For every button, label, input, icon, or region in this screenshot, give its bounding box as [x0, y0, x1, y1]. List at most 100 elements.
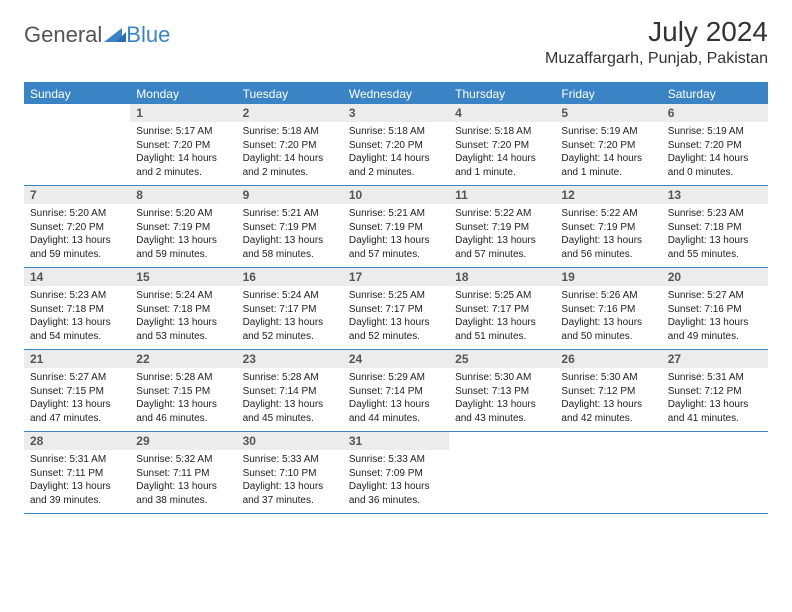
daylight-text: Daylight: 13 hours and 50 minutes.: [561, 316, 655, 343]
day-details: Sunrise: 5:32 AMSunset: 7:11 PMDaylight:…: [130, 450, 236, 513]
sunset-text: Sunset: 7:18 PM: [30, 303, 124, 317]
calendar-day: 30Sunrise: 5:33 AMSunset: 7:10 PMDayligh…: [237, 432, 343, 513]
calendar-week: 14Sunrise: 5:23 AMSunset: 7:18 PMDayligh…: [24, 268, 768, 350]
sunrise-text: Sunrise: 5:29 AM: [349, 371, 443, 385]
sunset-text: Sunset: 7:19 PM: [561, 221, 655, 235]
sunset-text: Sunset: 7:12 PM: [561, 385, 655, 399]
daylight-text: Daylight: 14 hours and 2 minutes.: [349, 152, 443, 179]
sunrise-text: Sunrise: 5:25 AM: [455, 289, 549, 303]
sunrise-text: Sunrise: 5:25 AM: [349, 289, 443, 303]
sunrise-text: Sunrise: 5:18 AM: [243, 125, 337, 139]
sunrise-text: Sunrise: 5:21 AM: [349, 207, 443, 221]
day-number: 23: [237, 350, 343, 368]
calendar-day: 6Sunrise: 5:19 AMSunset: 7:20 PMDaylight…: [662, 104, 768, 185]
calendar-weekday-header: Sunday Monday Tuesday Wednesday Thursday…: [24, 84, 768, 104]
calendar-day: 2Sunrise: 5:18 AMSunset: 7:20 PMDaylight…: [237, 104, 343, 185]
location-label: Muzaffargarh, Punjab, Pakistan: [545, 50, 768, 68]
sunrise-text: Sunrise: 5:28 AM: [243, 371, 337, 385]
day-number: 13: [662, 186, 768, 204]
day-number: 24: [343, 350, 449, 368]
sunset-text: Sunset: 7:20 PM: [136, 139, 230, 153]
day-details: Sunrise: 5:20 AMSunset: 7:19 PMDaylight:…: [130, 204, 236, 267]
day-details: [662, 450, 768, 508]
sunrise-text: Sunrise: 5:19 AM: [668, 125, 762, 139]
calendar-day: 24Sunrise: 5:29 AMSunset: 7:14 PMDayligh…: [343, 350, 449, 431]
daylight-text: Daylight: 13 hours and 44 minutes.: [349, 398, 443, 425]
day-number: 6: [662, 104, 768, 122]
weekday-label: Monday: [130, 84, 236, 104]
day-details: Sunrise: 5:21 AMSunset: 7:19 PMDaylight:…: [343, 204, 449, 267]
weeks-container: 1Sunrise: 5:17 AMSunset: 7:20 PMDaylight…: [24, 104, 768, 514]
daylight-text: Daylight: 13 hours and 52 minutes.: [243, 316, 337, 343]
daylight-text: Daylight: 13 hours and 59 minutes.: [136, 234, 230, 261]
sunset-text: Sunset: 7:11 PM: [136, 467, 230, 481]
sunrise-text: Sunrise: 5:26 AM: [561, 289, 655, 303]
day-details: [449, 450, 555, 508]
sunset-text: Sunset: 7:20 PM: [30, 221, 124, 235]
daylight-text: Daylight: 13 hours and 45 minutes.: [243, 398, 337, 425]
day-details: Sunrise: 5:27 AMSunset: 7:15 PMDaylight:…: [24, 368, 130, 431]
day-details: [555, 450, 661, 508]
sunset-text: Sunset: 7:16 PM: [561, 303, 655, 317]
day-number: 2: [237, 104, 343, 122]
page-header: General Blue July 2024 Muzaffargarh, Pun…: [24, 16, 768, 68]
weekday-label: Saturday: [662, 84, 768, 104]
day-details: Sunrise: 5:21 AMSunset: 7:19 PMDaylight:…: [237, 204, 343, 267]
day-details: Sunrise: 5:24 AMSunset: 7:18 PMDaylight:…: [130, 286, 236, 349]
day-details: Sunrise: 5:22 AMSunset: 7:19 PMDaylight:…: [449, 204, 555, 267]
day-number: 1: [130, 104, 236, 122]
sunset-text: Sunset: 7:12 PM: [668, 385, 762, 399]
day-details: Sunrise: 5:31 AMSunset: 7:11 PMDaylight:…: [24, 450, 130, 513]
daylight-text: Daylight: 14 hours and 1 minute.: [561, 152, 655, 179]
calendar-day: 10Sunrise: 5:21 AMSunset: 7:19 PMDayligh…: [343, 186, 449, 267]
daylight-text: Daylight: 13 hours and 38 minutes.: [136, 480, 230, 507]
calendar-day: 23Sunrise: 5:28 AMSunset: 7:14 PMDayligh…: [237, 350, 343, 431]
day-number: 21: [24, 350, 130, 368]
sunrise-text: Sunrise: 5:20 AM: [136, 207, 230, 221]
day-details: Sunrise: 5:28 AMSunset: 7:14 PMDaylight:…: [237, 368, 343, 431]
brand-part1: General: [24, 22, 102, 48]
day-number: 3: [343, 104, 449, 122]
calendar-day: 25Sunrise: 5:30 AMSunset: 7:13 PMDayligh…: [449, 350, 555, 431]
calendar-day: [555, 432, 661, 513]
day-details: Sunrise: 5:33 AMSunset: 7:10 PMDaylight:…: [237, 450, 343, 513]
calendar-day: 16Sunrise: 5:24 AMSunset: 7:17 PMDayligh…: [237, 268, 343, 349]
calendar: Sunday Monday Tuesday Wednesday Thursday…: [24, 82, 768, 514]
day-details: Sunrise: 5:24 AMSunset: 7:17 PMDaylight:…: [237, 286, 343, 349]
sunset-text: Sunset: 7:17 PM: [349, 303, 443, 317]
daylight-text: Daylight: 14 hours and 1 minute.: [455, 152, 549, 179]
daylight-text: Daylight: 14 hours and 0 minutes.: [668, 152, 762, 179]
weekday-label: Friday: [555, 84, 661, 104]
sunrise-text: Sunrise: 5:23 AM: [668, 207, 762, 221]
sunrise-text: Sunrise: 5:22 AM: [561, 207, 655, 221]
sunset-text: Sunset: 7:19 PM: [136, 221, 230, 235]
day-details: Sunrise: 5:23 AMSunset: 7:18 PMDaylight:…: [662, 204, 768, 267]
sunrise-text: Sunrise: 5:33 AM: [349, 453, 443, 467]
brand-logo: General Blue: [24, 16, 170, 48]
calendar-day: 14Sunrise: 5:23 AMSunset: 7:18 PMDayligh…: [24, 268, 130, 349]
calendar-day: [662, 432, 768, 513]
sunrise-text: Sunrise: 5:22 AM: [455, 207, 549, 221]
day-details: Sunrise: 5:26 AMSunset: 7:16 PMDaylight:…: [555, 286, 661, 349]
day-details: Sunrise: 5:23 AMSunset: 7:18 PMDaylight:…: [24, 286, 130, 349]
daylight-text: Daylight: 14 hours and 2 minutes.: [136, 152, 230, 179]
daylight-text: Daylight: 13 hours and 59 minutes.: [30, 234, 124, 261]
calendar-week: 1Sunrise: 5:17 AMSunset: 7:20 PMDaylight…: [24, 104, 768, 186]
day-number: 19: [555, 268, 661, 286]
day-number: 29: [130, 432, 236, 450]
weekday-label: Wednesday: [343, 84, 449, 104]
calendar-day: 7Sunrise: 5:20 AMSunset: 7:20 PMDaylight…: [24, 186, 130, 267]
day-number: 8: [130, 186, 236, 204]
day-number: 17: [343, 268, 449, 286]
sunset-text: Sunset: 7:16 PM: [668, 303, 762, 317]
daylight-text: Daylight: 13 hours and 49 minutes.: [668, 316, 762, 343]
day-details: Sunrise: 5:20 AMSunset: 7:20 PMDaylight:…: [24, 204, 130, 267]
sunset-text: Sunset: 7:20 PM: [349, 139, 443, 153]
calendar-day: [24, 104, 130, 185]
day-details: Sunrise: 5:28 AMSunset: 7:15 PMDaylight:…: [130, 368, 236, 431]
daylight-text: Daylight: 13 hours and 39 minutes.: [30, 480, 124, 507]
sunrise-text: Sunrise: 5:21 AM: [243, 207, 337, 221]
daylight-text: Daylight: 13 hours and 43 minutes.: [455, 398, 549, 425]
sunset-text: Sunset: 7:15 PM: [136, 385, 230, 399]
title-block: July 2024 Muzaffargarh, Punjab, Pakistan: [545, 16, 768, 68]
